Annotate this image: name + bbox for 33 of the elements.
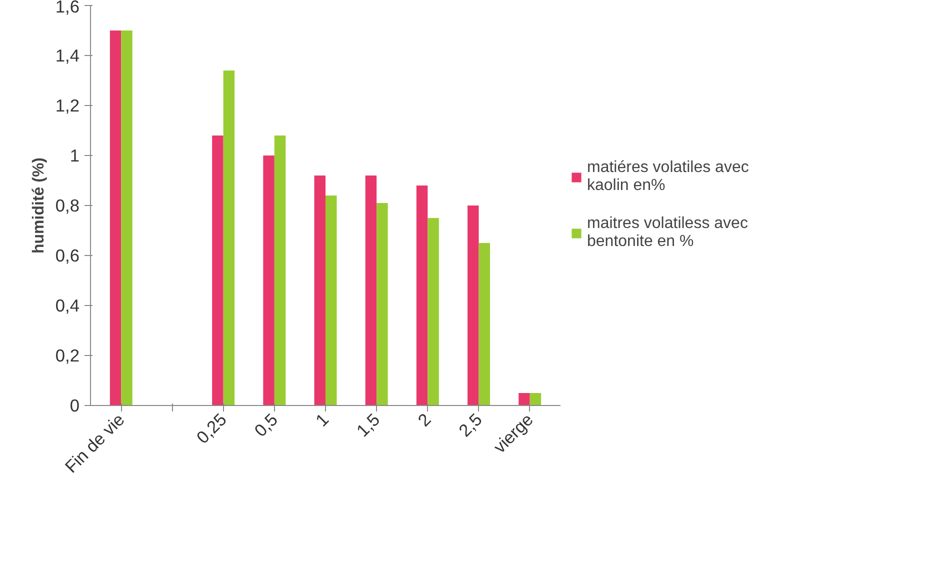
bar: [274, 136, 286, 406]
bar: [365, 176, 377, 406]
y-tick-label: 0,6: [55, 246, 80, 266]
y-tick-label: 1,2: [55, 96, 80, 116]
bar: [314, 176, 326, 406]
legend-label: matiéres volatiles avec kaolin en%: [587, 159, 749, 195]
x-tick-label: 1,5: [352, 409, 384, 441]
bar: [416, 186, 428, 406]
bar: [212, 136, 224, 406]
y-tick-label: 1,4: [55, 46, 80, 66]
y-tick-label: 0,2: [55, 346, 80, 366]
bar: [263, 156, 274, 406]
y-tick-label: 1,6: [55, 0, 80, 16]
legend-label: maitres volatiless avec bentonite en %: [587, 215, 748, 251]
y-tick-label: 1: [70, 146, 80, 166]
bar: [518, 393, 530, 406]
y-tick-label: 0: [70, 396, 80, 416]
x-tick-label: 2: [414, 409, 435, 430]
bar: [376, 203, 388, 406]
bar: [428, 218, 439, 406]
bar: [478, 243, 490, 406]
x-tick-label: 2,5: [454, 409, 486, 441]
bar: [121, 30, 132, 406]
x-tick-label: 1: [312, 409, 333, 430]
y-tick-label: 0,8: [55, 196, 80, 216]
y-axis-title: humidité (%): [30, 157, 48, 254]
bar: [468, 206, 479, 406]
bar: [530, 393, 542, 406]
bar: [110, 30, 122, 406]
x-tick-label: 0,5: [250, 409, 282, 441]
bar: [223, 70, 235, 406]
y-tick-label: 0,4: [55, 296, 80, 316]
bar: [326, 196, 337, 406]
